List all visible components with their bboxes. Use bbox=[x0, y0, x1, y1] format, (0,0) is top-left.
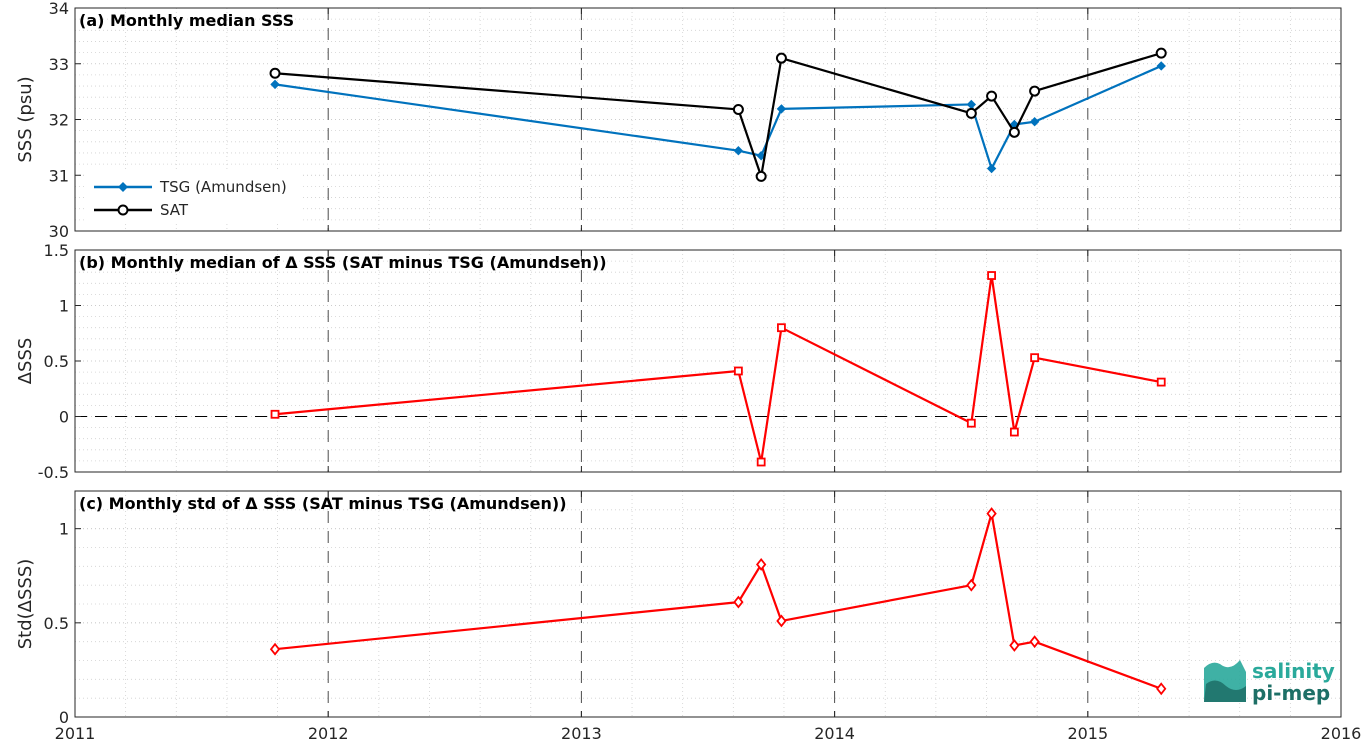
data-point bbox=[1156, 377, 1166, 387]
y-tick-label: 31 bbox=[49, 166, 69, 185]
x-tick-label: 2014 bbox=[814, 724, 855, 743]
y-tick-label: 32 bbox=[49, 111, 69, 130]
logo-wave-shadow bbox=[1204, 680, 1246, 702]
panel-title: (c) Monthly std of Δ SSS (SAT minus TSG … bbox=[79, 494, 567, 513]
data-point bbox=[1009, 427, 1019, 437]
panels: 30 31 32 33 34 SSS (psu) (a) Monthly median SS… bbox=[15, 0, 1361, 743]
panel-title: (b) Monthly median of Δ SSS (SAT minus T… bbox=[79, 253, 607, 272]
salinity-pi-mep-logo: salinity pi-mep bbox=[1204, 659, 1335, 705]
data-point bbox=[269, 642, 281, 656]
y-tick-label: -0.5 bbox=[38, 463, 69, 482]
x-tick-label: 2012 bbox=[308, 724, 349, 743]
panel-title: (a) Monthly median SSS bbox=[79, 11, 294, 30]
data-point bbox=[270, 409, 280, 419]
data-point bbox=[775, 52, 787, 64]
data-point bbox=[986, 90, 998, 102]
data-point bbox=[986, 163, 997, 174]
legend-label-sat: SAT bbox=[160, 201, 189, 219]
y-tick-label: 0.5 bbox=[44, 614, 69, 633]
legend-label-tsg: TSG (Amundsen) bbox=[159, 178, 287, 196]
data-point bbox=[987, 271, 996, 280]
data-point bbox=[1029, 635, 1040, 649]
data-point bbox=[986, 507, 997, 521]
data-point bbox=[733, 366, 743, 376]
data-point bbox=[1009, 638, 1020, 652]
y-tick-label: 34 bbox=[49, 0, 69, 18]
y-tick-label: 0 bbox=[59, 408, 69, 427]
x-tick-label: 2013 bbox=[561, 724, 602, 743]
data-point bbox=[777, 323, 786, 333]
data-point bbox=[270, 79, 280, 90]
logo-text-line1: salinity bbox=[1252, 659, 1335, 683]
data-point bbox=[1156, 682, 1167, 696]
x-tick-label: 2016 bbox=[1321, 724, 1362, 743]
data-point bbox=[1155, 47, 1167, 59]
data-point bbox=[756, 457, 766, 467]
axes-frame bbox=[74, 490, 1342, 718]
data-point bbox=[966, 418, 976, 428]
data-point bbox=[1029, 85, 1041, 97]
data-point bbox=[755, 170, 767, 182]
y-tick-label: 0.5 bbox=[44, 352, 69, 371]
legend: TSG (Amundsen) SAT bbox=[86, 172, 301, 222]
data-point bbox=[965, 107, 977, 119]
logo-text-line2: pi-mep bbox=[1252, 681, 1330, 705]
y-tick-label: 1 bbox=[59, 520, 69, 539]
y-tick-label: 1 bbox=[59, 297, 69, 316]
data-point bbox=[733, 595, 744, 609]
data-point bbox=[1029, 117, 1040, 127]
y-tick-label: 30 bbox=[49, 222, 69, 241]
y-tick-label: 33 bbox=[49, 55, 69, 74]
data-point bbox=[776, 104, 787, 114]
panel-3: 0 0.5 1 2011 2012 2013 2014 2015 2016 Std(ΔSSS) (c… bbox=[15, 490, 1362, 743]
y-axis-label: ΔSSS bbox=[15, 338, 36, 385]
x-tick-label: 2011 bbox=[55, 724, 96, 743]
y-tick-label: 0 bbox=[59, 708, 69, 727]
legend-marker-sat bbox=[117, 204, 129, 216]
data-point bbox=[966, 578, 977, 592]
panel-2: -0.5 0 0.5 1 1.5 ΔSSS (b) Monthly median of Δ … bbox=[15, 241, 1342, 482]
legend-marker-tsg bbox=[118, 182, 128, 192]
data-point bbox=[1030, 353, 1040, 363]
data-point bbox=[269, 67, 281, 79]
y-axis-label: SSS (psu) bbox=[15, 76, 36, 162]
data-point bbox=[756, 558, 767, 571]
data-point bbox=[776, 614, 787, 628]
data-point bbox=[732, 103, 744, 115]
y-axis-label: Std(ΔSSS) bbox=[15, 559, 36, 650]
y-tick-label: 1.5 bbox=[44, 241, 69, 260]
data-point bbox=[1008, 126, 1020, 138]
x-tick-label: 2015 bbox=[1067, 724, 1108, 743]
data-point bbox=[733, 146, 744, 156]
data-point bbox=[1156, 61, 1166, 71]
